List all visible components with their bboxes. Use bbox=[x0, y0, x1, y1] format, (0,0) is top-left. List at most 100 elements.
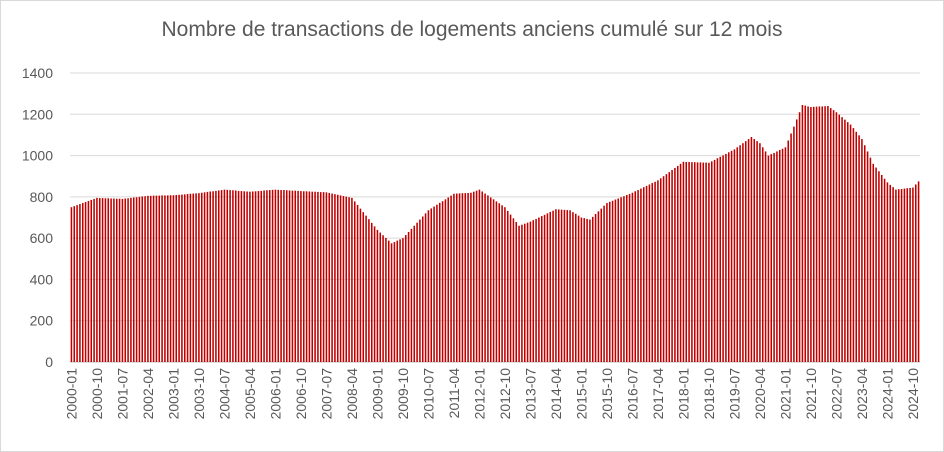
bar bbox=[637, 190, 639, 362]
bar bbox=[138, 196, 141, 362]
bar bbox=[458, 193, 461, 362]
y-tick-label: 200 bbox=[30, 313, 54, 329]
bar bbox=[883, 178, 886, 362]
y-tick-label: 600 bbox=[30, 230, 54, 246]
bar bbox=[705, 162, 707, 362]
bar bbox=[356, 204, 359, 362]
bar bbox=[529, 221, 532, 362]
bar bbox=[563, 209, 566, 362]
bar bbox=[829, 108, 832, 362]
bar bbox=[730, 150, 733, 362]
bar bbox=[849, 124, 852, 362]
bar bbox=[348, 197, 350, 362]
bar bbox=[209, 191, 212, 362]
bar bbox=[365, 215, 367, 362]
bar bbox=[430, 208, 433, 362]
y-tick-label: 400 bbox=[30, 271, 54, 287]
bar bbox=[648, 184, 651, 362]
bar bbox=[538, 217, 540, 362]
bar bbox=[90, 199, 93, 362]
bar bbox=[487, 195, 489, 362]
bar bbox=[311, 191, 314, 362]
bar bbox=[387, 240, 390, 362]
bar bbox=[552, 210, 554, 362]
bar bbox=[475, 190, 478, 362]
bar bbox=[198, 193, 200, 362]
bar bbox=[818, 106, 821, 362]
bar bbox=[566, 210, 569, 362]
bar bbox=[212, 191, 214, 362]
bar bbox=[223, 189, 226, 362]
bar bbox=[390, 243, 393, 362]
bar bbox=[642, 187, 645, 362]
bar bbox=[846, 122, 849, 362]
bar bbox=[540, 216, 543, 362]
x-tick-label: 2024-01 bbox=[879, 368, 895, 420]
bar bbox=[472, 191, 475, 362]
bar bbox=[288, 190, 291, 362]
bar bbox=[181, 194, 183, 362]
bar bbox=[373, 226, 376, 362]
bar bbox=[750, 136, 753, 362]
bar bbox=[897, 189, 900, 362]
bar bbox=[237, 190, 240, 362]
bar bbox=[773, 152, 775, 362]
bar bbox=[682, 161, 685, 362]
bar bbox=[577, 215, 580, 362]
bar bbox=[912, 187, 914, 362]
bar bbox=[696, 162, 699, 362]
bar bbox=[484, 193, 486, 362]
bar bbox=[535, 218, 537, 362]
bar bbox=[195, 193, 197, 362]
bar bbox=[186, 193, 189, 362]
bar bbox=[651, 183, 654, 362]
bar bbox=[668, 172, 671, 362]
bar bbox=[841, 117, 843, 363]
bar bbox=[572, 212, 574, 362]
bar bbox=[909, 187, 911, 362]
y-tick-label: 0 bbox=[45, 354, 53, 370]
bar bbox=[742, 143, 744, 362]
bar bbox=[810, 107, 812, 362]
bar bbox=[305, 191, 308, 362]
x-tick-label: 2018-01 bbox=[675, 368, 691, 420]
bar bbox=[76, 205, 78, 362]
bar bbox=[277, 189, 280, 362]
gridlines bbox=[70, 72, 920, 363]
bar bbox=[532, 220, 535, 362]
bar bbox=[220, 190, 223, 362]
bar bbox=[234, 190, 237, 362]
bar bbox=[617, 198, 620, 362]
x-tick-label: 2019-07 bbox=[726, 368, 742, 420]
bar bbox=[722, 155, 724, 362]
bar bbox=[407, 231, 410, 362]
bar bbox=[192, 193, 195, 362]
bar bbox=[580, 217, 583, 362]
bar bbox=[555, 209, 557, 362]
bar bbox=[70, 207, 73, 362]
bar bbox=[586, 218, 588, 362]
bar bbox=[798, 112, 801, 362]
bar bbox=[246, 191, 248, 362]
bar bbox=[764, 151, 767, 362]
bar bbox=[249, 191, 251, 362]
bar bbox=[285, 190, 288, 362]
bar bbox=[645, 185, 648, 362]
bar bbox=[620, 197, 622, 362]
bar bbox=[118, 198, 121, 362]
bar bbox=[124, 198, 127, 362]
x-tick-label: 2023-04 bbox=[854, 368, 870, 420]
bar bbox=[444, 199, 447, 362]
bar bbox=[597, 211, 600, 362]
bar bbox=[217, 190, 220, 362]
bar bbox=[215, 190, 217, 362]
bar bbox=[906, 188, 909, 362]
bar bbox=[183, 194, 186, 362]
x-tick-label: 2001-07 bbox=[114, 368, 130, 420]
bar bbox=[351, 197, 353, 362]
bar bbox=[339, 195, 342, 362]
bar bbox=[784, 147, 787, 362]
bar bbox=[447, 197, 450, 362]
bar bbox=[274, 189, 277, 362]
